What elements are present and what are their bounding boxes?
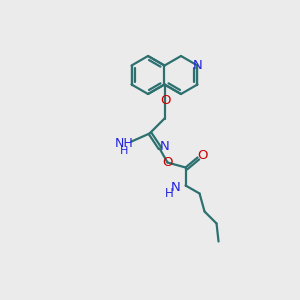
Text: O: O <box>162 156 173 169</box>
Text: NH: NH <box>115 137 134 150</box>
Text: H: H <box>120 146 129 155</box>
Text: N: N <box>171 181 180 194</box>
Text: N: N <box>193 59 202 72</box>
Text: N: N <box>160 140 170 153</box>
Text: O: O <box>160 94 171 107</box>
Text: H: H <box>165 187 174 200</box>
Text: O: O <box>197 149 208 162</box>
